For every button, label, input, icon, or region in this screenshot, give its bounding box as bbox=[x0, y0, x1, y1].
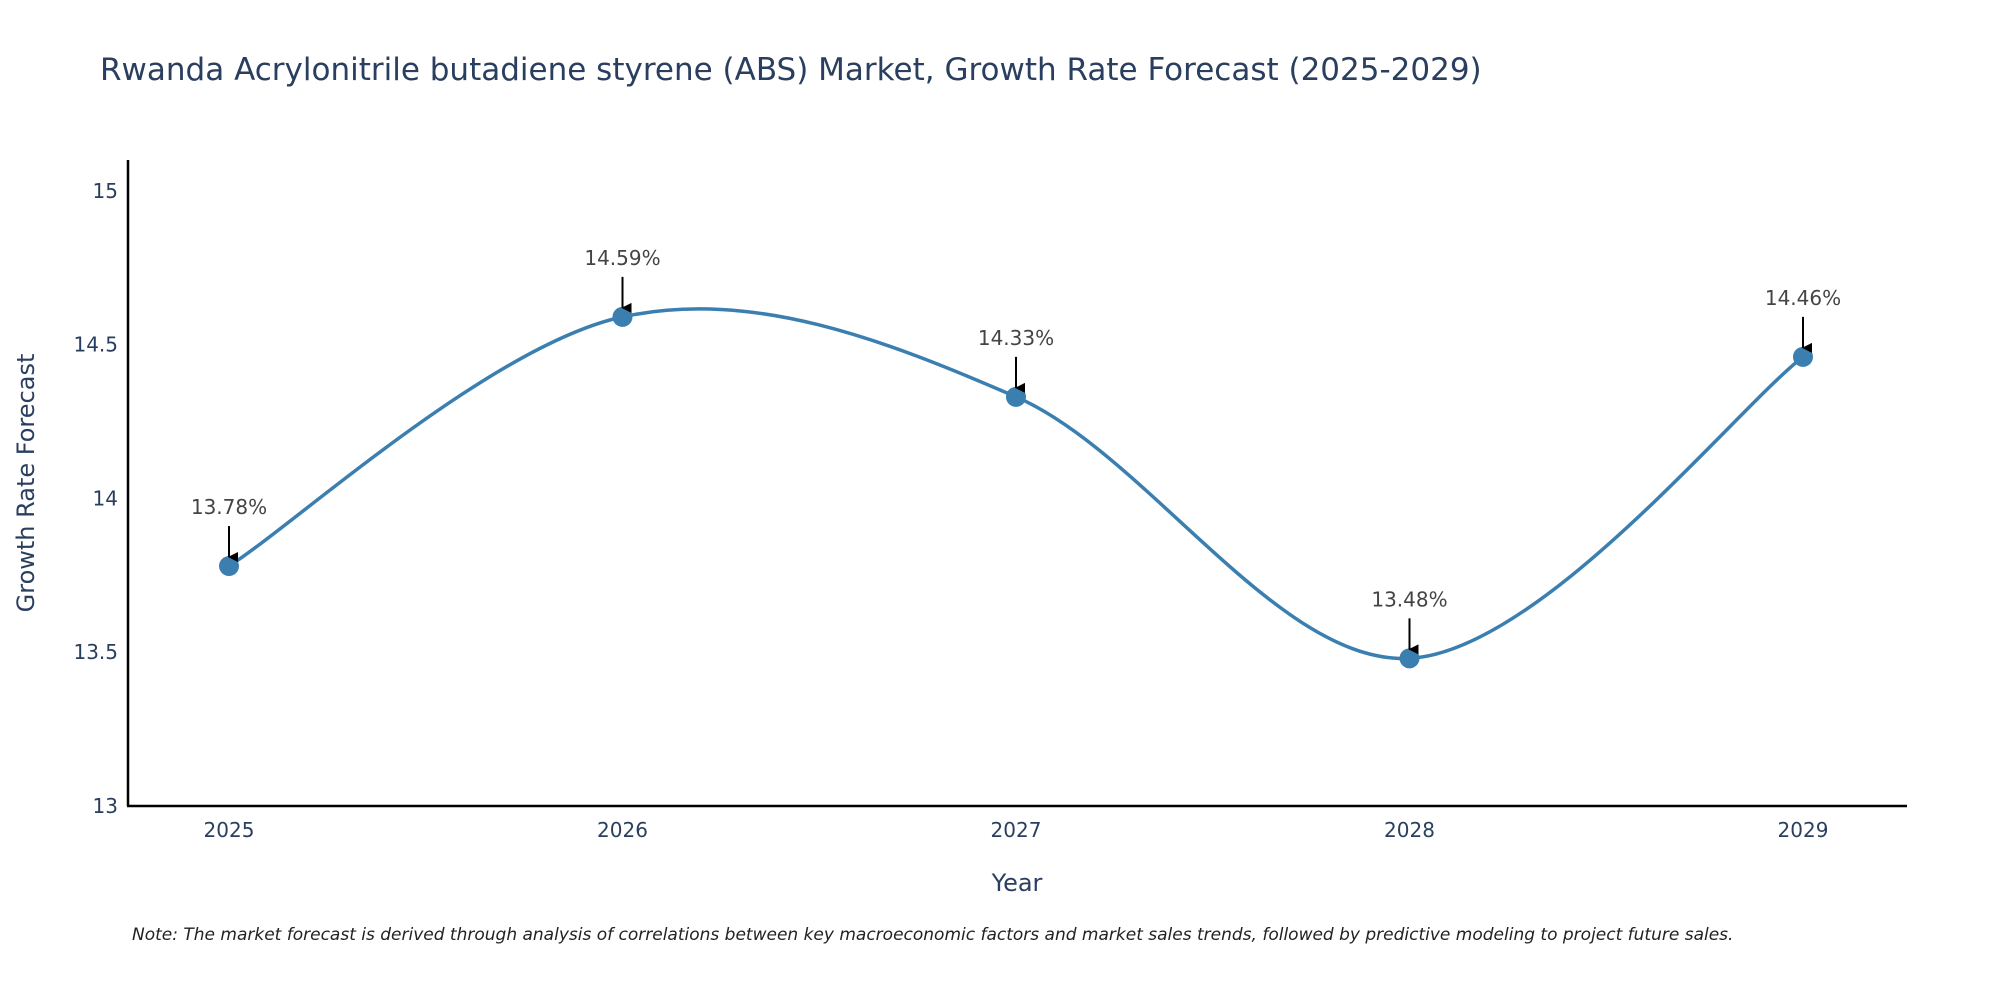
x-tick-label: 2028 bbox=[1384, 818, 1435, 842]
x-tick-label: 2029 bbox=[1778, 818, 1829, 842]
x-axis-title: Year bbox=[991, 869, 1043, 897]
y-axis-title: Growth Rate Forecast bbox=[12, 354, 40, 613]
y-axis-ticks: 13 13.5 14 14.5 15 bbox=[73, 179, 118, 818]
chart-title: Rwanda Acrylonitrile butadiene styrene (… bbox=[100, 52, 1482, 88]
data-label: 14.59% bbox=[584, 246, 660, 270]
y-tick-label: 13 bbox=[93, 794, 118, 818]
data-annotations: 13.78% 14.59% 14.33% 13.48% 14.46% bbox=[191, 246, 1841, 655]
y-tick-label: 15 bbox=[93, 179, 118, 203]
footnote: Note: The market forecast is derived thr… bbox=[132, 925, 1733, 945]
data-label: 13.48% bbox=[1371, 587, 1447, 611]
x-axis-ticks: 2025 2026 2027 2028 2029 bbox=[204, 818, 1829, 842]
data-point bbox=[219, 556, 239, 577]
data-label: 14.46% bbox=[1765, 286, 1841, 310]
data-point bbox=[1006, 386, 1026, 407]
x-tick-label: 2025 bbox=[204, 818, 255, 842]
x-tick-label: 2027 bbox=[991, 818, 1042, 842]
x-tick-label: 2026 bbox=[597, 818, 648, 842]
y-tick-label: 14.5 bbox=[73, 333, 118, 357]
data-point bbox=[1399, 648, 1420, 669]
data-point bbox=[612, 306, 633, 327]
y-tick-label: 13.5 bbox=[73, 640, 118, 664]
data-label: 14.33% bbox=[978, 326, 1054, 350]
data-point bbox=[1793, 346, 1813, 367]
data-label: 13.78% bbox=[191, 495, 267, 519]
y-tick-label: 14 bbox=[93, 486, 118, 510]
